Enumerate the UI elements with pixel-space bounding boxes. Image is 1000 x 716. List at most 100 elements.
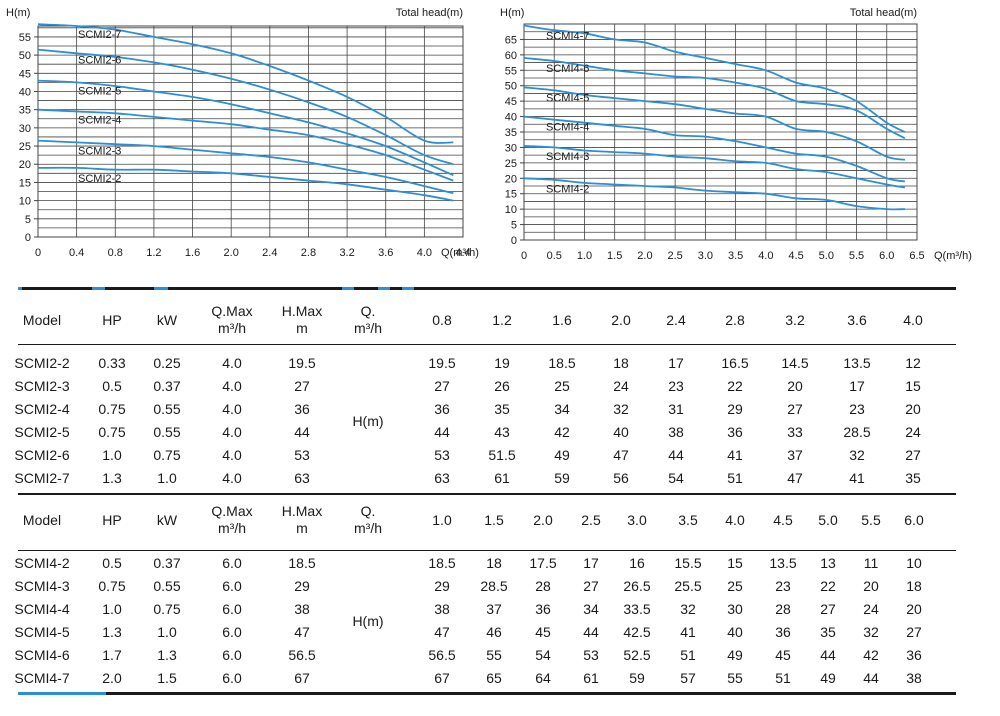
y-tick-label: 45 (505, 96, 517, 108)
head-cell: 19 (494, 355, 510, 371)
hmax-cell: 47 (294, 624, 310, 640)
y-axis-label: H(m) (6, 7, 30, 19)
head-cell: 18 (613, 355, 629, 371)
hp-cell: 2.0 (102, 670, 122, 686)
x-tick-label: 6.5 (909, 250, 924, 262)
table-separator (18, 287, 956, 290)
y-tick-label: 15 (19, 177, 31, 189)
hp-cell: 0.75 (98, 401, 126, 417)
head-cell: 13.5 (769, 555, 797, 571)
head-cell: 12 (905, 355, 921, 371)
head-cell: 51 (680, 647, 696, 663)
x-tick-label: 4.4 (455, 247, 470, 259)
y-tick-label: 50 (19, 50, 31, 62)
y-tick-label: 30 (19, 123, 31, 135)
x-tick-label: 6.0 (879, 250, 894, 262)
hp-cell: 1.3 (102, 470, 122, 486)
kw-cell: 0.37 (153, 378, 181, 394)
head-cell: 55 (727, 670, 743, 686)
head-cell: 44 (820, 647, 836, 663)
series-line (37, 166, 454, 202)
kw-cell: 0.75 (153, 601, 181, 617)
head-cell: 29 (434, 578, 450, 594)
x-tick-label: 1.0 (577, 250, 592, 262)
hmax-cell: 56.5 (288, 647, 316, 663)
header-qmax: Q.Max (211, 303, 253, 319)
head-cell: 45 (535, 624, 551, 640)
head-cell: 16 (629, 555, 645, 571)
model-cell: SCMI4-7 (14, 670, 70, 686)
header-hp: HP (102, 312, 122, 328)
head-cell: 53 (583, 647, 599, 663)
head-cell: 61 (494, 470, 510, 486)
head-cell: 45 (775, 647, 791, 663)
series-label: SCMI2-4 (78, 115, 121, 127)
accent-segment (18, 692, 106, 695)
hp-cell: 0.5 (102, 555, 122, 571)
y-tick-label: 40 (505, 112, 517, 124)
chart-scmi4: 0 0.5 1.0 1.5 2.0 2.5 3.0 3.5 4.0 4.5 5.0 5.5 6.0 6.5… (494, 0, 1000, 270)
head-cell: 35 (820, 624, 836, 640)
head-cell: 42 (863, 647, 879, 663)
hmax-cell: 19.5 (288, 355, 316, 371)
head-cell: 32 (849, 447, 865, 463)
accent-segment (342, 287, 354, 290)
qmax-cell: 6.0 (222, 647, 242, 663)
chart-scmi2: 0 0.4 0.8 1.2 1.6 2.0 2.4 2.8 3.2 3.6 4.0 4.4 0 5 10 15… (0, 0, 500, 270)
head-cell: 61 (583, 670, 599, 686)
series-line (523, 177, 905, 211)
y-tick-label: 30 (505, 142, 517, 154)
accent-segment (402, 287, 414, 290)
flow-value: 1.0 (432, 512, 452, 528)
y-tick-label: 65 (505, 34, 517, 46)
head-cell: 17 (849, 378, 865, 394)
head-cell: 51 (775, 670, 791, 686)
head-cell: 37 (787, 447, 803, 463)
head-cell: 44 (668, 447, 684, 463)
y-tick-label: 50 (505, 81, 517, 93)
model-cell: SCMI4-4 (14, 601, 70, 617)
y-tick-label: 35 (19, 105, 31, 117)
flow-value: 2.4 (666, 312, 686, 328)
series-line (523, 57, 906, 139)
model-cell: SCMI4-3 (14, 578, 70, 594)
hmax-cell: 67 (294, 670, 310, 686)
head-cell: 24 (863, 601, 879, 617)
series-label: SCMI4-5 (546, 92, 589, 104)
head-cell: 59 (629, 670, 645, 686)
head-cell: 13 (820, 555, 836, 571)
x-tick-label: 4.0 (758, 250, 773, 262)
y-tick-label: 0 (25, 232, 31, 244)
series-line (37, 48, 454, 166)
x-tick-label: 3.5 (728, 250, 743, 262)
flow-value: 1.6 (552, 312, 572, 328)
head-cell: 49 (727, 647, 743, 663)
flow-value: 5.0 (818, 512, 838, 528)
head-cell: 23 (668, 378, 684, 394)
qmax-cell: 4.0 (222, 378, 242, 394)
x-tick-label: 5.0 (819, 250, 834, 262)
header-qmax-unit: m³/h (218, 520, 246, 536)
head-cell: 44 (583, 624, 599, 640)
y-tick-label: 10 (19, 196, 31, 208)
flow-value: 2.5 (581, 512, 601, 528)
flow-value: 3.6 (847, 312, 867, 328)
header-q-unit: m³/h (354, 520, 382, 536)
header-kw: kW (156, 312, 178, 328)
head-label: H(m) (352, 412, 384, 429)
head-cell: 13.5 (843, 355, 871, 371)
head-cell: 22 (727, 378, 743, 394)
head-cell: 36 (535, 601, 551, 617)
head-cell: 28.5 (843, 424, 871, 440)
model-cell: SCMI2-5 (14, 424, 70, 440)
head-cell: 42.5 (623, 624, 651, 640)
y-tick-label: 55 (19, 32, 31, 44)
model-cell: SCMI2-6 (14, 447, 70, 463)
header-qmax-unit: m³/h (218, 320, 246, 336)
head-cell: 36 (775, 624, 791, 640)
x-tick-label: 2.4 (262, 247, 277, 259)
series-line (523, 24, 906, 133)
head-cell: 10 (906, 555, 922, 571)
hmax-cell: 38 (294, 601, 310, 617)
head-cell: 35 (905, 470, 921, 486)
